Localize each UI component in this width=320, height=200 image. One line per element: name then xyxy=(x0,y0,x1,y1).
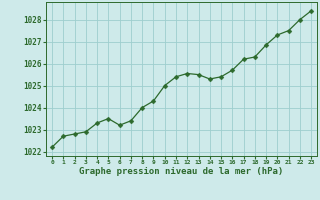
X-axis label: Graphe pression niveau de la mer (hPa): Graphe pression niveau de la mer (hPa) xyxy=(79,167,284,176)
